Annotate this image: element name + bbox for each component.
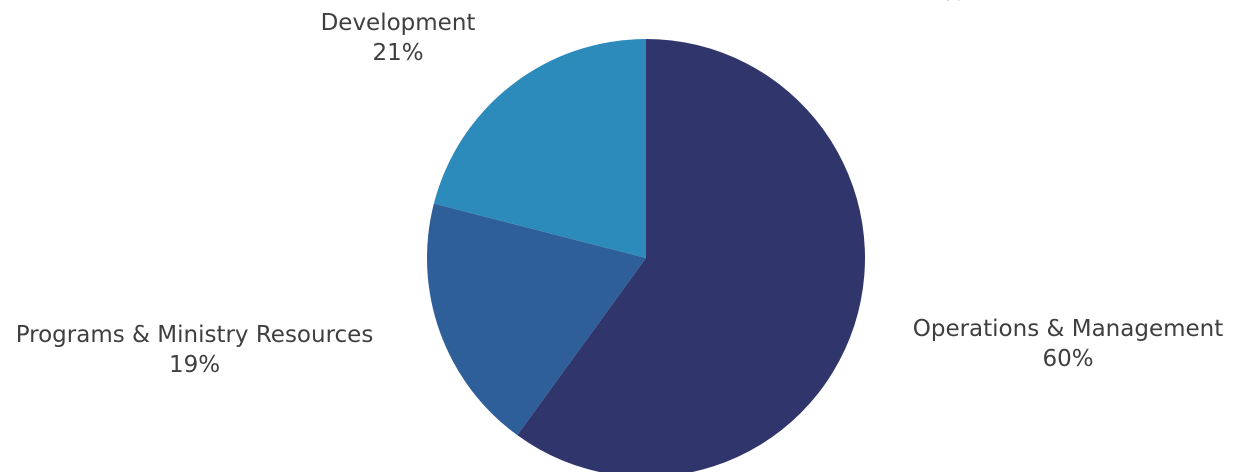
slice-percent: 60%	[1042, 346, 1094, 372]
slice-operations-management	[517, 39, 865, 472]
slice-name: Programs & Ministry Resources	[15, 322, 374, 348]
slice-percent: 19%	[168, 352, 221, 378]
slice-label-programs-ministry-resources: Programs & Ministry Resources 19%	[2, 320, 387, 380]
slice-programs-ministry-resources	[427, 203, 646, 436]
slice-percent: 21%	[372, 40, 424, 66]
slice-name: Development	[320, 10, 476, 36]
clipped-value-label: 21%	[913, 0, 964, 8]
slice-name: Operations & Management	[912, 316, 1224, 342]
slice-development	[433, 39, 646, 258]
slice-label-development: Development 21%	[308, 8, 488, 68]
slice-label-operations-management: Operations & Management 60%	[898, 314, 1238, 374]
